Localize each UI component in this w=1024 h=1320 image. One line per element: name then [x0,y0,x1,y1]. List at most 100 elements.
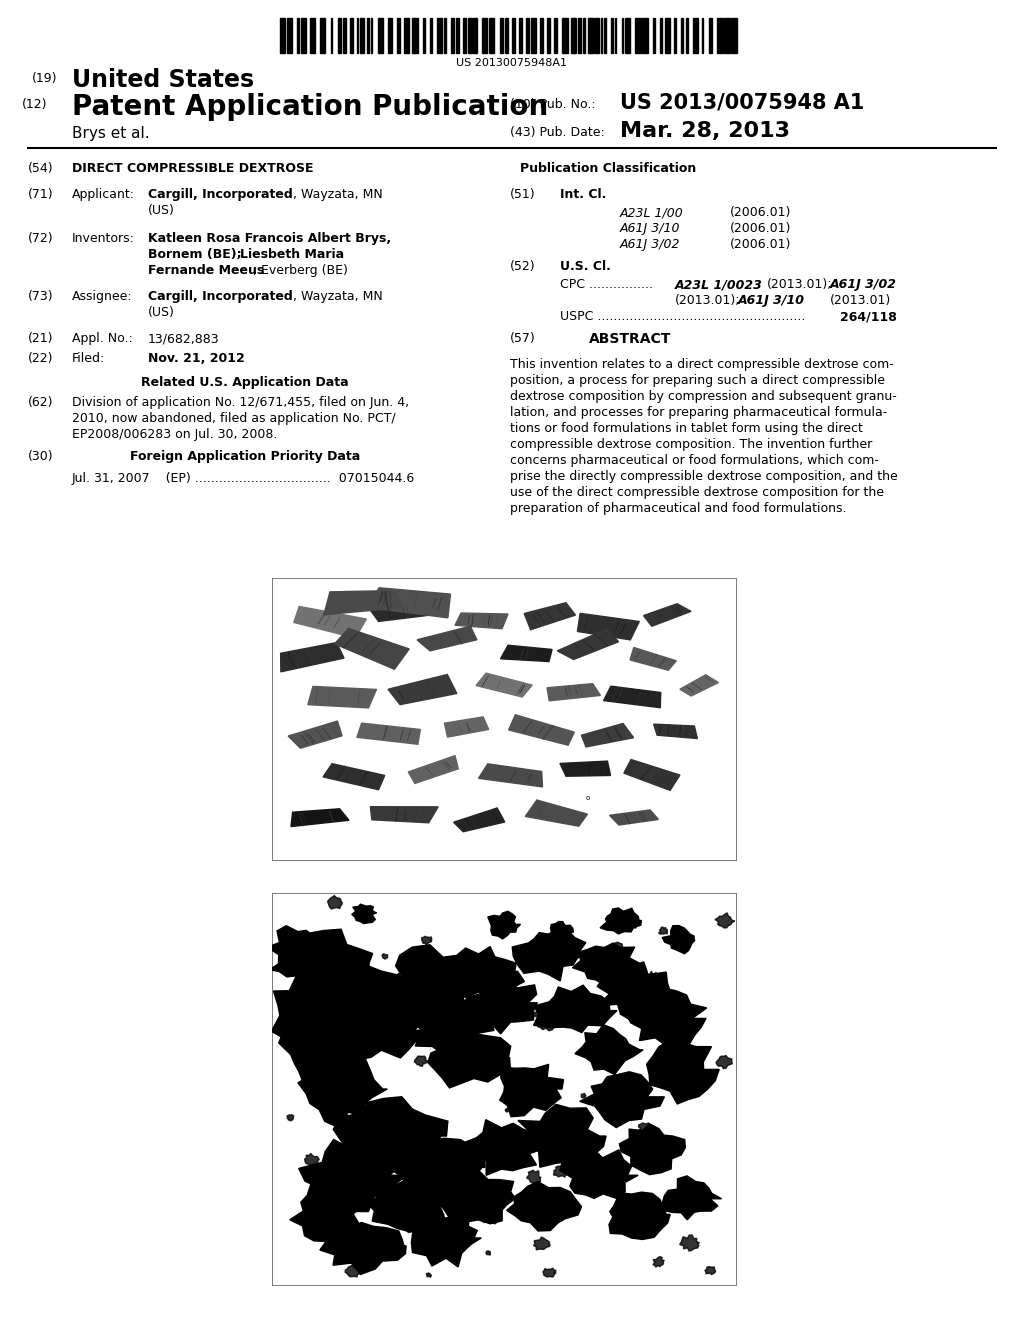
Polygon shape [604,1104,616,1117]
Polygon shape [609,810,658,825]
Polygon shape [487,911,520,939]
Text: EP2008/006283 on Jul. 30, 2008.: EP2008/006283 on Jul. 30, 2008. [72,428,278,441]
Polygon shape [269,929,373,998]
Polygon shape [543,1269,556,1276]
Bar [584,18,585,53]
Polygon shape [358,1053,364,1056]
Bar [371,18,373,53]
Polygon shape [476,673,532,697]
Polygon shape [345,1266,360,1276]
Bar [547,18,550,53]
Bar [674,18,676,53]
Text: (52): (52) [510,260,536,273]
Text: preparation of pharmaceutical and food formulations.: preparation of pharmaceutical and food f… [510,502,847,515]
Text: (US): (US) [148,205,175,216]
Text: (30): (30) [28,450,53,463]
Polygon shape [688,1078,703,1092]
Polygon shape [603,686,660,708]
Polygon shape [466,973,538,1034]
Polygon shape [597,962,671,1020]
Text: US 20130075948A1: US 20130075948A1 [457,58,567,69]
Polygon shape [526,1171,541,1183]
Polygon shape [421,1163,438,1177]
Text: A61J 3/02: A61J 3/02 [830,279,897,290]
Polygon shape [348,979,360,991]
Text: (57): (57) [510,333,536,345]
Polygon shape [377,1236,393,1247]
Polygon shape [462,970,466,974]
Bar [388,18,391,53]
Polygon shape [333,1097,447,1177]
Text: (73): (73) [28,290,53,304]
Bar [403,18,409,53]
Bar [287,18,292,53]
Text: tions or food formulations in tablet form using the direct: tions or food formulations in tablet for… [510,422,863,436]
Bar [519,18,522,53]
Text: Foreign Application Priority Data: Foreign Application Priority Data [130,450,360,463]
Polygon shape [335,628,410,669]
Bar [423,18,425,53]
Polygon shape [437,946,524,1001]
Text: Mar. 28, 2013: Mar. 28, 2013 [620,121,790,141]
Polygon shape [325,1003,421,1060]
Polygon shape [553,1166,568,1177]
Polygon shape [454,808,505,832]
Text: (43) Pub. Date:: (43) Pub. Date: [510,125,605,139]
Bar [321,18,326,53]
Polygon shape [290,1180,366,1241]
Polygon shape [624,759,680,791]
Text: Cargill, Incorporated: Cargill, Incorporated [148,290,293,304]
Polygon shape [288,721,342,748]
Polygon shape [626,989,707,1047]
Polygon shape [513,1105,606,1167]
Polygon shape [455,612,508,628]
Bar [473,18,477,53]
Polygon shape [478,764,543,787]
Polygon shape [319,1222,407,1274]
Text: Int. Cl.: Int. Cl. [560,187,606,201]
Text: prise the directly compressible dextrose composition, and the: prise the directly compressible dextrose… [510,470,898,483]
Polygon shape [618,1078,628,1085]
Text: Assignee:: Assignee: [72,290,133,304]
Bar [595,18,599,53]
Polygon shape [578,614,639,640]
Polygon shape [403,983,495,1055]
Bar [378,18,383,53]
Bar [731,18,736,53]
Polygon shape [287,1115,294,1121]
Text: , Everberg (BE): , Everberg (BE) [253,264,348,277]
Text: (54): (54) [28,162,53,176]
Bar [482,18,487,53]
Polygon shape [705,1267,716,1275]
Text: (2013.01): (2013.01) [830,294,891,308]
Polygon shape [279,1010,357,1085]
Polygon shape [538,1015,556,1031]
Bar [301,18,306,53]
Polygon shape [653,725,697,739]
Polygon shape [600,908,641,935]
Polygon shape [658,927,668,935]
Text: (21): (21) [28,333,53,345]
Polygon shape [638,1123,652,1134]
Bar [659,18,662,53]
Text: This invention relates to a direct compressible dextrose com-: This invention relates to a direct compr… [510,358,894,371]
Text: Brys et al.: Brys et al. [72,125,150,141]
Bar [297,18,299,53]
Bar [562,18,567,53]
Polygon shape [607,1030,616,1039]
Text: A23L 1/00: A23L 1/00 [620,206,684,219]
Bar [653,18,654,53]
Polygon shape [439,1170,515,1224]
Text: Bornem (BE);: Bornem (BE); [148,248,246,261]
Bar [430,18,431,53]
Polygon shape [580,1072,665,1127]
Bar [456,18,460,53]
Polygon shape [463,1119,546,1175]
Polygon shape [643,603,691,626]
Polygon shape [534,1237,550,1250]
Polygon shape [509,714,574,746]
Text: (19): (19) [32,73,57,84]
Text: 2010, now abandoned, filed as application No. PCT/: 2010, now abandoned, filed as applicatio… [72,412,395,425]
Bar [665,18,671,53]
Bar [489,18,495,53]
